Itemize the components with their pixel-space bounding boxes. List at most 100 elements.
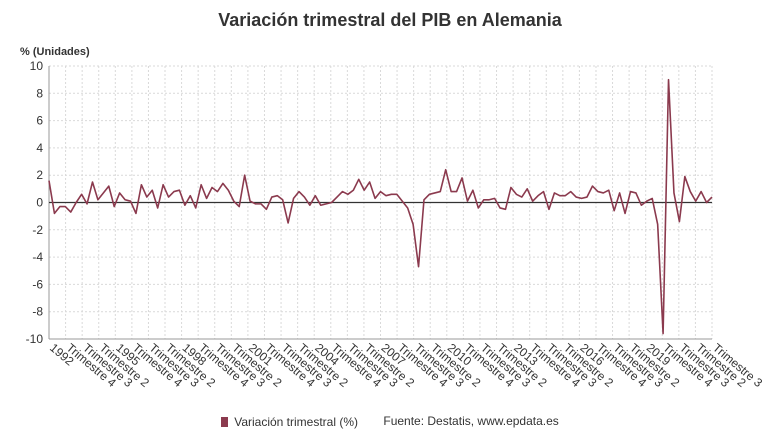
data-point — [493, 197, 495, 199]
data-point — [222, 182, 224, 184]
data-point — [662, 332, 664, 334]
data-point — [423, 199, 425, 201]
data-point — [374, 197, 376, 199]
data-point — [705, 201, 707, 203]
data-point — [265, 208, 267, 210]
y-tick-label: 0 — [36, 196, 43, 210]
data-point — [450, 190, 452, 192]
data-point — [184, 204, 186, 206]
chart-footer: Variación trimestral (%) Fuente: Destati… — [0, 414, 780, 429]
data-point — [254, 203, 256, 205]
data-point — [684, 175, 686, 177]
data-point — [363, 189, 365, 191]
data-point — [140, 184, 142, 186]
data-point — [559, 194, 561, 196]
data-point — [91, 181, 93, 183]
data-point — [608, 189, 610, 191]
y-tick-label: 4 — [36, 141, 43, 155]
data-point — [678, 220, 680, 222]
data-point — [390, 193, 392, 195]
y-tick-label: 6 — [36, 114, 43, 128]
data-point — [472, 189, 474, 191]
data-point — [320, 204, 322, 206]
legend-swatch — [221, 416, 229, 427]
data-point — [488, 199, 490, 201]
data-point — [59, 205, 61, 207]
data-point — [570, 190, 572, 192]
data-point — [521, 196, 523, 198]
data-point — [292, 197, 294, 199]
data-point — [504, 208, 506, 210]
data-point — [477, 207, 479, 209]
data-point — [336, 196, 338, 198]
data-point — [102, 192, 104, 194]
y-axis-label: % (Unidades) — [20, 46, 90, 58]
y-tick-label: -4 — [32, 250, 43, 264]
data-point — [537, 194, 539, 196]
data-point — [618, 192, 620, 194]
data-point — [64, 205, 66, 207]
data-point — [466, 200, 468, 202]
data-point — [379, 190, 381, 192]
data-point — [151, 189, 153, 191]
data-point — [48, 179, 50, 181]
data-point — [309, 204, 311, 206]
y-tick-label: -8 — [32, 305, 43, 319]
y-tick-label: -10 — [26, 332, 44, 346]
data-point — [211, 186, 213, 188]
data-point — [580, 197, 582, 199]
data-point — [233, 200, 235, 202]
data-point — [531, 200, 533, 202]
y-tick-label: 10 — [30, 59, 44, 73]
data-point — [70, 211, 72, 213]
data-point — [515, 193, 517, 195]
data-point — [287, 222, 289, 224]
data-point — [439, 190, 441, 192]
data-point — [575, 196, 577, 198]
y-tick-label: 2 — [36, 168, 43, 182]
data-point — [656, 223, 658, 225]
data-point — [461, 177, 463, 179]
data-point — [651, 197, 653, 199]
data-point — [347, 193, 349, 195]
data-point — [434, 192, 436, 194]
data-point — [564, 194, 566, 196]
data-point — [97, 199, 99, 201]
data-point — [330, 201, 332, 203]
data-point — [455, 190, 457, 192]
data-point — [396, 193, 398, 195]
data-point — [53, 212, 55, 214]
chart-title: Variación trimestral del PIB en Alemania — [218, 10, 562, 30]
legend-label: Variación trimestral (%) — [234, 414, 359, 429]
source-note: Fuente: Destatis, www.epdata.es — [383, 414, 559, 428]
data-point — [624, 212, 626, 214]
data-point — [271, 196, 273, 198]
data-point — [249, 200, 251, 202]
data-point — [401, 200, 403, 202]
data-point — [276, 194, 278, 196]
data-point — [412, 223, 414, 225]
data-point — [129, 200, 131, 202]
data-point — [597, 190, 599, 192]
data-point — [542, 190, 544, 192]
data-point — [314, 194, 316, 196]
data-point — [417, 265, 419, 267]
data-point — [341, 190, 343, 192]
data-point — [673, 192, 675, 194]
data-point — [325, 203, 327, 205]
data-point — [368, 181, 370, 183]
data-point — [406, 207, 408, 209]
data-point — [260, 203, 262, 205]
data-point — [700, 190, 702, 192]
data-point — [298, 190, 300, 192]
data-point — [591, 185, 593, 187]
data-point — [586, 196, 588, 198]
data-point — [108, 185, 110, 187]
data-point — [646, 200, 648, 202]
data-point — [303, 196, 305, 198]
data-point — [385, 194, 387, 196]
data-point — [711, 196, 713, 198]
data-point — [553, 192, 555, 194]
data-point — [602, 192, 604, 194]
